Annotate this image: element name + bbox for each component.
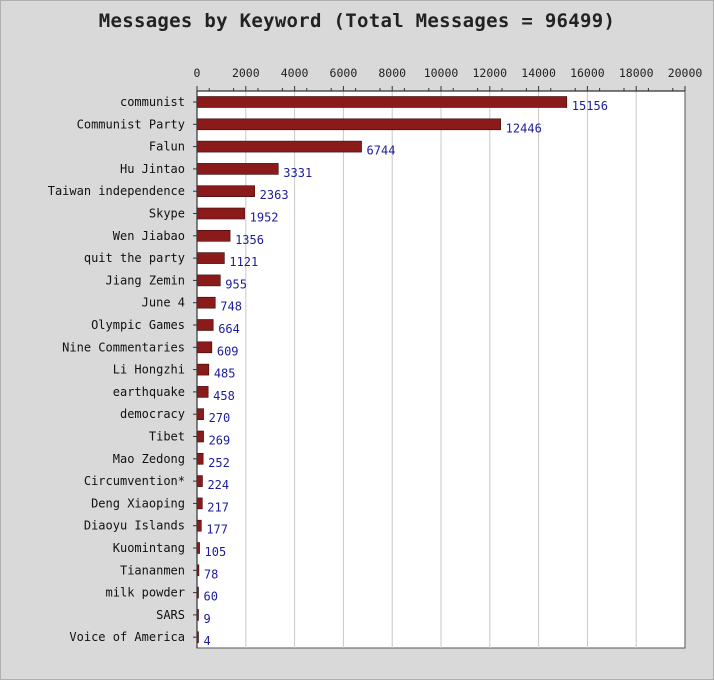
value-label: 458 xyxy=(213,389,235,403)
chart-title: Messages by Keyword (Total Messages = 96… xyxy=(98,10,616,32)
value-label: 2363 xyxy=(260,188,289,202)
value-label: 485 xyxy=(214,367,236,381)
value-label: 1121 xyxy=(229,255,258,269)
value-label: 224 xyxy=(207,478,229,492)
category-label: Circumvention* xyxy=(84,474,185,488)
value-label: 15156 xyxy=(572,99,608,113)
bar xyxy=(196,452,204,465)
bar xyxy=(196,207,245,220)
x-tick-label: 16000 xyxy=(570,66,605,80)
x-tick-label: 14000 xyxy=(521,66,556,80)
x-tick-label: 10000 xyxy=(424,66,459,80)
bar xyxy=(196,519,202,532)
bar xyxy=(196,408,204,421)
bar xyxy=(196,96,568,108)
x-tick-label: 0 xyxy=(194,66,201,80)
category-label: earthquake xyxy=(113,385,185,399)
x-tick-label: 18000 xyxy=(619,66,654,80)
category-label: Taiwan independence xyxy=(48,184,185,198)
category-label: Tiananmen xyxy=(120,563,185,577)
value-label: 78 xyxy=(204,567,218,581)
bar xyxy=(196,386,209,398)
category-label: milk powder xyxy=(106,586,185,600)
bar xyxy=(196,296,216,309)
value-label: 270 xyxy=(209,411,231,425)
value-label: 269 xyxy=(209,434,231,448)
x-tick-label: 2000 xyxy=(232,66,260,80)
value-label: 217 xyxy=(207,500,229,514)
value-label: 252 xyxy=(208,456,230,470)
category-label: communist xyxy=(120,95,185,109)
category-label: Li Hongzhi xyxy=(113,363,185,377)
category-label: Deng Xiaoping xyxy=(91,496,185,510)
category-label: Falun xyxy=(149,140,185,154)
category-label: Nine Commentaries xyxy=(62,340,185,354)
bar xyxy=(196,475,203,487)
category-label: Mao Zedong xyxy=(113,452,185,466)
value-label: 12446 xyxy=(506,121,542,135)
bar xyxy=(196,497,203,510)
value-label: 3331 xyxy=(283,166,312,180)
bar xyxy=(196,230,231,242)
bar xyxy=(196,363,210,376)
category-label: June 4 xyxy=(142,296,185,310)
bar xyxy=(196,118,501,131)
category-label: Kuomintang xyxy=(113,541,185,555)
value-label: 1952 xyxy=(250,211,279,225)
bar xyxy=(196,319,214,331)
x-tick-label: 12000 xyxy=(472,66,507,80)
value-label: 664 xyxy=(218,322,240,336)
x-tick-label: 8000 xyxy=(378,66,406,80)
value-label: 1356 xyxy=(235,233,264,247)
value-label: 105 xyxy=(205,545,227,559)
x-tick-label: 4000 xyxy=(281,66,309,80)
category-label: Wen Jiabao xyxy=(113,229,185,243)
category-label: Hu Jintao xyxy=(120,162,185,176)
category-label: Diaoyu Islands xyxy=(84,519,185,533)
category-label: Skype xyxy=(149,207,185,221)
bar xyxy=(196,341,213,354)
bar xyxy=(196,430,204,443)
bar xyxy=(196,274,221,287)
value-label: 9 xyxy=(204,612,211,626)
value-label: 955 xyxy=(225,277,247,291)
x-tick-label: 20000 xyxy=(668,66,703,80)
bar xyxy=(196,163,279,175)
value-label: 6744 xyxy=(367,144,396,158)
category-label: Olympic Games xyxy=(91,318,185,332)
category-label: SARS xyxy=(156,608,185,622)
value-label: 4 xyxy=(204,634,211,648)
value-label: 748 xyxy=(220,300,242,314)
value-label: 177 xyxy=(206,523,228,537)
value-label: 60 xyxy=(204,590,218,604)
x-tick-label: 6000 xyxy=(330,66,358,80)
category-label: Communist Party xyxy=(77,117,185,131)
bar xyxy=(196,140,362,153)
bar xyxy=(196,252,225,264)
category-label: Voice of America xyxy=(69,630,185,644)
category-label: Jiang Zemin xyxy=(106,273,185,287)
category-label: democracy xyxy=(120,407,185,421)
category-label: Tibet xyxy=(149,430,185,444)
value-label: 609 xyxy=(217,344,239,358)
category-label: quit the party xyxy=(84,251,185,265)
bar xyxy=(196,185,255,197)
